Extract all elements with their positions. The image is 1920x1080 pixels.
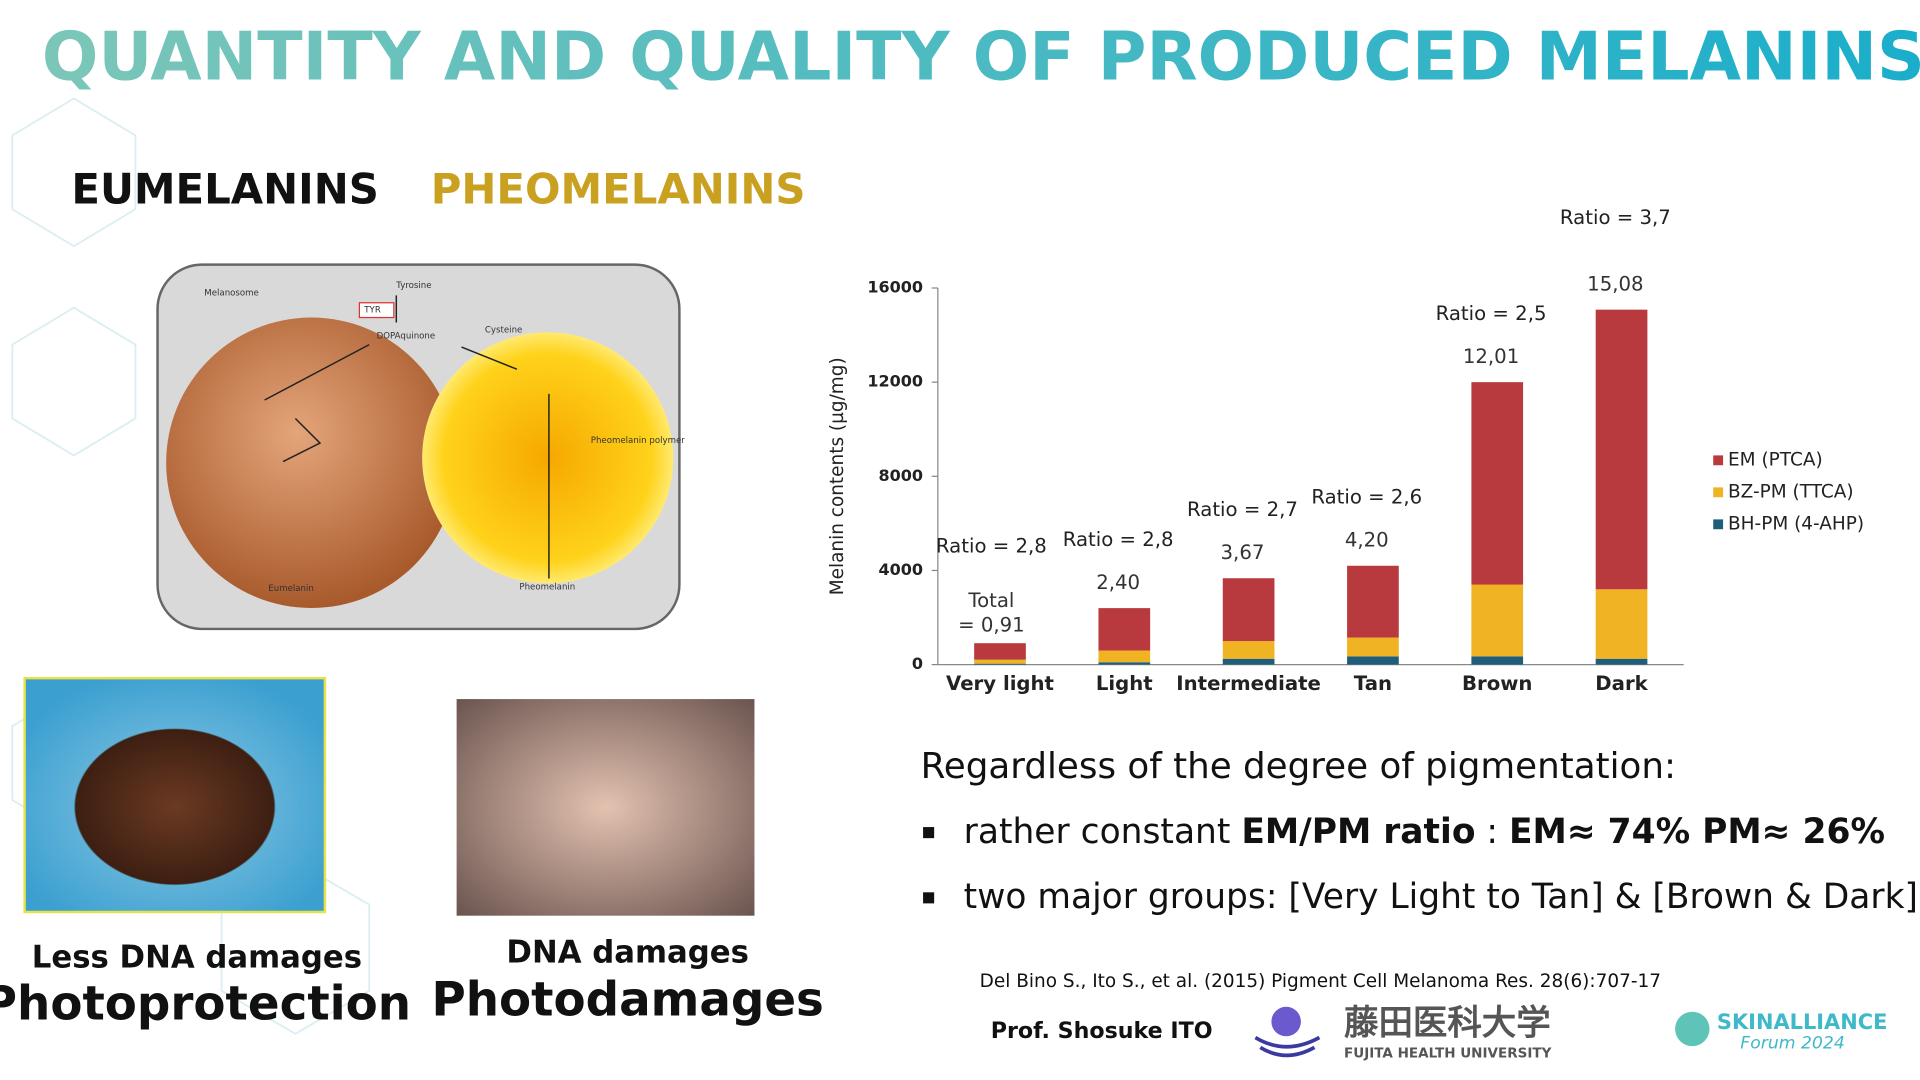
legend-swatch xyxy=(1713,455,1724,466)
bar-segment xyxy=(1098,662,1151,665)
bullet-text: rather constant EM/PM ratio : EM≈ 74% PM… xyxy=(964,812,1885,852)
diagram-label: TYR xyxy=(363,306,381,316)
university-jp: 藤田医科大学 xyxy=(1344,1004,1551,1044)
legend-label: EM (PTCA) xyxy=(1728,449,1823,470)
legend-swatch xyxy=(1713,519,1724,530)
x-tick-label: Very light xyxy=(946,672,1054,695)
x-tick-label: Light xyxy=(1096,672,1153,695)
diagram-label: Pheomelanin xyxy=(519,583,575,593)
y-tick-label: 12000 xyxy=(867,372,923,391)
pathway-diagram: Melanosome Tyrosine TYR DOPAquinone Cyst… xyxy=(156,263,686,631)
enzyme-box xyxy=(358,302,395,319)
diagram-label: DOPAquinone xyxy=(377,331,436,341)
bar-segment xyxy=(974,659,1026,664)
total-label: = 0,91 xyxy=(958,613,1025,636)
forum-name: SKINALLIANCE xyxy=(1717,1010,1887,1034)
bar-segment xyxy=(1222,578,1275,642)
slide-title: QUANTITY AND QUALITY OF PRODUCED MELANIN… xyxy=(42,18,1920,96)
legend-label: BH-PM (4-AHP) xyxy=(1728,513,1864,534)
arrows xyxy=(264,295,550,579)
ratio-label: Ratio = 2,8 xyxy=(1063,528,1174,551)
y-tick-label: 4000 xyxy=(879,560,924,579)
eumelanins-label: EUMELANINS xyxy=(71,164,378,213)
pheomelanins-label: PHEOMELANINS xyxy=(431,164,806,213)
y-tick-label: 8000 xyxy=(879,466,924,485)
text: EM≈ 74% PM≈ 26% xyxy=(1509,812,1885,852)
bar-segment xyxy=(1222,658,1275,665)
bar-segment xyxy=(1471,656,1524,665)
bullet-text: two major groups: [Very Light to Tan] & … xyxy=(964,877,1918,917)
diagram-label: Melanosome xyxy=(204,288,259,298)
ratio-label: Ratio = 2,7 xyxy=(1187,498,1298,521)
bar-segment xyxy=(1222,641,1275,659)
bar-segment xyxy=(1471,382,1524,585)
bar-segment xyxy=(1347,565,1399,638)
ratio-label: Ratio = 2,8 xyxy=(936,535,1047,558)
y-tick-label: 16000 xyxy=(867,277,923,296)
total-label: 15,08 xyxy=(1587,273,1643,296)
university-logo xyxy=(1254,1035,1321,1058)
bar-segment xyxy=(1595,309,1648,590)
reference: Del Bino S., Ito S., et al. (2015) Pigme… xyxy=(980,971,1661,992)
x-tick-label: Brown xyxy=(1462,672,1532,695)
y-axis-label: Melanin contents (µg/mg) xyxy=(827,357,848,595)
pheomelanosome xyxy=(422,332,674,584)
caption-small: Less DNA damages xyxy=(32,939,362,975)
bar-segment xyxy=(1595,658,1648,665)
total-label: 2,40 xyxy=(1096,571,1140,594)
bar-segment xyxy=(1347,637,1399,657)
y-tick-label: 0 xyxy=(912,654,923,673)
photo-freckles xyxy=(456,699,755,916)
author: Prof. Shosuke ITO xyxy=(991,1018,1213,1044)
bar-segment xyxy=(1347,656,1399,665)
bar-segment xyxy=(1471,584,1524,657)
total-word: Total xyxy=(967,589,1014,612)
ratio-label: Ratio = 2,6 xyxy=(1311,486,1422,509)
caption-big: Photoprotection xyxy=(0,977,411,1031)
x-tick-label: Tan xyxy=(1354,672,1392,695)
text: EM/PM ratio xyxy=(1241,812,1475,852)
caption-big: Photodamages xyxy=(431,974,823,1028)
text: rather constant xyxy=(964,812,1242,852)
bar-segment xyxy=(1098,608,1151,651)
diagram-label: Cysteine xyxy=(485,325,522,335)
legend-label: BZ-PM (TTCA) xyxy=(1728,481,1854,502)
photo-child xyxy=(23,676,327,914)
caption-small: DNA damages xyxy=(506,934,749,970)
x-tick-label: Intermediate xyxy=(1176,672,1321,695)
university-logo xyxy=(1271,1006,1301,1037)
ratio-label: Ratio = 2,5 xyxy=(1436,302,1547,325)
diagram-label: Tyrosine xyxy=(395,281,431,291)
total-label: 4,20 xyxy=(1345,529,1389,552)
summary-heading: Regardless of the degree of pigmentation… xyxy=(921,746,1676,787)
forum-sub: Forum 2024 xyxy=(1740,1034,1845,1054)
diagram-label: Eumelanin xyxy=(268,584,314,594)
total-label: 3,67 xyxy=(1221,541,1265,564)
university-en: FUJITA HEALTH UNIVERSITY xyxy=(1344,1046,1552,1062)
chart: 0 4000 8000 12000 16000 Melanin contents (µg/… xyxy=(827,206,1864,695)
text: : xyxy=(1475,812,1509,852)
total-label: 12,01 xyxy=(1463,345,1519,368)
eumelanosome xyxy=(166,317,457,608)
bullet xyxy=(923,892,935,904)
legend-swatch xyxy=(1713,487,1724,498)
bar-segment xyxy=(974,643,1026,660)
bar-segment xyxy=(974,663,1026,665)
diagram-label: Pheomelanin polymer xyxy=(591,436,686,446)
bar-segment xyxy=(1595,589,1648,659)
forum-logo xyxy=(1675,1011,1710,1047)
bullet xyxy=(923,827,935,839)
bar-segment xyxy=(1098,650,1151,663)
x-tick-label: Dark xyxy=(1595,672,1648,695)
ratio-label: Ratio = 3,7 xyxy=(1560,206,1671,229)
